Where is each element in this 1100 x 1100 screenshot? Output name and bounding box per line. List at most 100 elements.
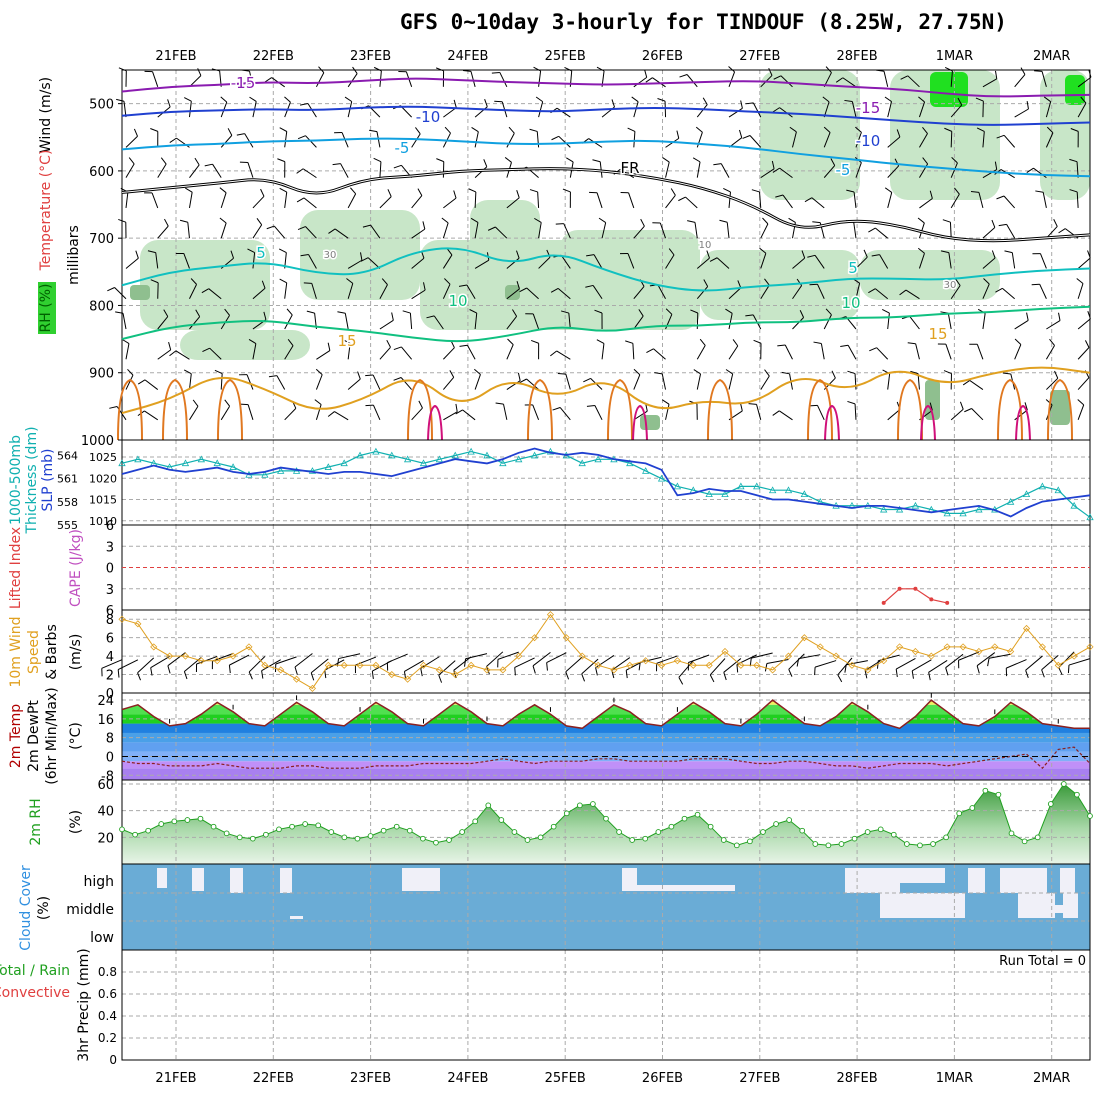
date-label-bottom: 27FEB: [739, 1071, 780, 1086]
wind-barb: [284, 407, 297, 421]
contour-label: -5: [836, 161, 851, 179]
rh-marker: [380, 827, 387, 834]
wind-barb: [982, 227, 996, 239]
wind-barb: [962, 380, 971, 386]
wind-barb: [1042, 192, 1047, 209]
thickness-marker: [118, 459, 126, 467]
wind-barb: [125, 135, 138, 148]
rh-marker: [433, 839, 439, 846]
wind-speed-marker: [419, 661, 428, 669]
wind-barb: [652, 77, 666, 88]
wind-barb: [526, 378, 539, 390]
wind-barb: [947, 313, 952, 330]
wind-barb: [778, 410, 793, 421]
wind-barb: [726, 222, 730, 239]
wind-barb: [728, 107, 743, 118]
wind-barb: [202, 347, 210, 353]
wind-barb: [300, 254, 309, 257]
wind-speed-marker: [150, 643, 158, 651]
wind-barb: [306, 310, 315, 314]
wind-barb: [728, 373, 734, 390]
wind-barb: [695, 126, 703, 133]
wind-barb: [749, 135, 762, 148]
wind-panel-frame: [121, 609, 1091, 694]
wind-barb: [611, 99, 615, 108]
wind-barb: [220, 96, 228, 103]
wind-barb: [592, 159, 601, 163]
wind-barb: [220, 222, 227, 239]
wind-barb: [662, 399, 670, 405]
wind-barb: [147, 250, 156, 254]
rh-marker: [956, 810, 963, 817]
li-tick: 3: [106, 583, 114, 598]
wind-speed-marker: [880, 657, 888, 665]
wind-barb: [851, 101, 857, 118]
wind-barb: [236, 133, 245, 136]
rh-marker: [550, 823, 557, 830]
wind-barb: [909, 316, 920, 330]
wind-speed-marker: [689, 661, 697, 669]
wind-barb: [887, 136, 901, 148]
wind-barb: [723, 672, 727, 681]
wind-barb: [552, 407, 561, 411]
wind-barb: [506, 380, 521, 390]
wind-barb: [219, 187, 227, 194]
wind-tick: 2: [106, 669, 114, 684]
wind-barb: [1045, 132, 1054, 148]
wind-barb: [443, 107, 457, 118]
wind-barb: [657, 98, 666, 102]
wind-speed-marker: [1022, 624, 1031, 633]
wind-barb: [1014, 74, 1026, 88]
thickness-marker: [134, 455, 142, 463]
wind-barb: [507, 338, 514, 345]
wind-barb: [247, 248, 255, 253]
rh-tick: 40: [97, 805, 114, 820]
temp-tick: 8: [106, 732, 114, 747]
wind-speed-marker: [578, 652, 586, 660]
wind-barb: [532, 313, 540, 330]
wind-barb: [327, 411, 335, 417]
wind-barb: [875, 227, 889, 239]
wind-barb: [699, 338, 706, 346]
contour-label: 5: [848, 259, 858, 277]
wind-barb: [868, 227, 876, 233]
wind-barb: [994, 161, 998, 170]
wind-speed-marker: [292, 675, 301, 683]
wind-barb: [244, 133, 254, 148]
wind-barb: [462, 70, 472, 72]
wind-barb: [1053, 219, 1058, 227]
rh-area-bright: [930, 72, 968, 107]
wind-speed-marker: [118, 615, 126, 623]
isotherm-loop: [1047, 378, 1073, 441]
rh-marker: [341, 834, 348, 841]
wind-barb: [201, 288, 210, 294]
wind-barb: [1046, 126, 1054, 134]
wind-barb: [679, 74, 688, 78]
wind-barb: [676, 130, 680, 139]
wind-barb: [1006, 224, 1016, 239]
wind-barb: [854, 403, 857, 420]
rh-area: [760, 70, 860, 200]
wind-barb: [455, 403, 458, 412]
wind-panel-grid: [122, 610, 1090, 694]
wind-barb: [1077, 318, 1091, 330]
wind-barb: [297, 226, 306, 231]
wind-speed-marker: [911, 647, 920, 656]
wind-speed-marker: [657, 661, 666, 669]
wind-barb: [535, 96, 543, 103]
wind-barb: [470, 217, 479, 223]
contour-label: 15: [928, 325, 947, 343]
wind-barb: [918, 253, 925, 269]
thickness-marker: [1006, 497, 1015, 505]
wind-barb: [876, 347, 889, 360]
wind-barb: [224, 399, 231, 407]
series-line: [121, 450, 1091, 518]
li-axis-label: Lifted Index: [8, 527, 24, 609]
wind-barb: [534, 217, 542, 223]
thickness-marker: [975, 505, 983, 513]
wind-barb: [907, 75, 920, 88]
wind-barb: [546, 662, 548, 671]
wind-barb: [279, 127, 287, 132]
rh-marker: [406, 827, 413, 834]
rh-marker: [668, 823, 675, 830]
